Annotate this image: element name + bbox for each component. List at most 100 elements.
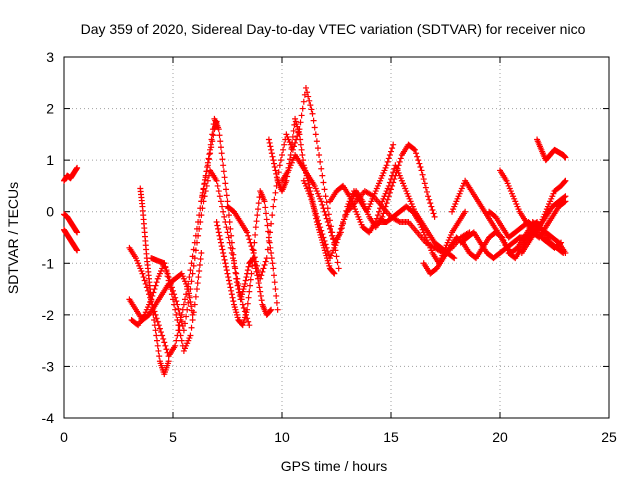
data-point xyxy=(306,97,313,104)
data-point xyxy=(417,164,424,171)
data-point xyxy=(313,213,320,220)
data-point xyxy=(302,84,309,91)
series-arc-14 xyxy=(300,141,438,262)
data-point xyxy=(166,277,173,284)
data-point xyxy=(255,267,262,274)
data-point xyxy=(388,186,394,193)
data-point xyxy=(201,176,208,183)
data-point xyxy=(311,206,318,213)
data-point xyxy=(336,229,343,236)
y-tick-label: 2 xyxy=(46,101,54,117)
data-point xyxy=(289,139,296,146)
data-point xyxy=(171,291,178,298)
data-point xyxy=(335,265,342,272)
data-point xyxy=(183,313,190,320)
series-arc-17 xyxy=(377,203,469,267)
data-point xyxy=(220,168,227,175)
data-point xyxy=(450,254,457,261)
data-point xyxy=(163,346,170,353)
data-point xyxy=(298,112,305,119)
data-point xyxy=(244,229,251,236)
axis-ticks: 0 5 10 15 20 25 -4 -3 -2 -1 0 1 2 3 xyxy=(42,49,617,445)
data-point xyxy=(174,301,181,308)
x-tick-label: 5 xyxy=(169,429,177,445)
data-point xyxy=(323,244,330,251)
data-point xyxy=(290,127,297,134)
data-point xyxy=(213,219,220,226)
data-point xyxy=(274,306,281,313)
data-point xyxy=(319,231,326,238)
grid xyxy=(64,57,609,418)
data-point xyxy=(153,332,160,339)
data-point xyxy=(245,263,252,270)
data-point xyxy=(420,176,427,183)
data-point xyxy=(223,224,230,231)
data-point xyxy=(140,274,147,281)
data-point xyxy=(215,229,222,236)
data-point xyxy=(223,267,230,274)
data-point xyxy=(307,102,314,109)
data-point xyxy=(165,358,172,365)
data-point xyxy=(226,219,233,226)
data-point xyxy=(188,278,195,285)
data-point xyxy=(289,133,296,140)
data-point xyxy=(198,249,205,256)
data-point xyxy=(271,279,278,286)
data-point xyxy=(259,268,266,275)
data-point xyxy=(240,304,247,311)
data-point xyxy=(196,262,203,269)
data-point xyxy=(331,270,338,277)
data-point xyxy=(221,213,228,220)
data-point xyxy=(396,158,403,165)
data-points xyxy=(61,84,569,378)
data-point xyxy=(252,224,259,231)
data-point xyxy=(74,247,81,254)
data-point xyxy=(385,182,392,189)
data-point xyxy=(305,93,312,100)
data-point xyxy=(220,253,227,260)
data-point xyxy=(199,189,206,196)
data-point xyxy=(151,317,158,324)
data-point xyxy=(428,203,435,210)
data-point xyxy=(325,222,332,229)
series-arc-7 xyxy=(137,185,172,378)
data-point xyxy=(217,144,224,151)
data-point xyxy=(255,200,262,207)
data-point xyxy=(244,300,251,307)
data-point xyxy=(187,286,194,293)
data-point xyxy=(215,188,222,195)
data-point xyxy=(161,260,168,267)
data-point xyxy=(310,203,317,210)
data-point xyxy=(273,174,280,181)
data-point xyxy=(320,234,327,241)
data-point xyxy=(220,162,227,169)
data-point xyxy=(223,186,230,193)
data-point xyxy=(267,229,274,236)
data-point xyxy=(214,182,221,189)
plot-frame xyxy=(63,56,610,419)
data-point xyxy=(250,249,257,256)
data-point xyxy=(180,301,187,308)
data-point xyxy=(163,267,170,274)
data-point xyxy=(195,232,202,239)
data-point xyxy=(337,225,344,232)
data-point xyxy=(298,146,305,153)
data-point xyxy=(262,258,269,265)
data-point xyxy=(451,255,458,262)
data-point xyxy=(268,150,275,157)
y-tick-label: 1 xyxy=(46,152,54,168)
data-point xyxy=(230,298,237,305)
data-point xyxy=(173,298,180,305)
y-axis-label: SDTVAR / TECUs xyxy=(5,182,21,294)
data-point xyxy=(230,251,237,258)
data-point xyxy=(338,222,345,229)
data-point xyxy=(197,255,204,262)
data-point xyxy=(253,262,260,269)
data-point xyxy=(562,154,569,161)
data-point xyxy=(181,320,188,327)
data-point xyxy=(304,89,311,96)
data-point xyxy=(219,156,226,163)
data-point xyxy=(176,310,183,317)
